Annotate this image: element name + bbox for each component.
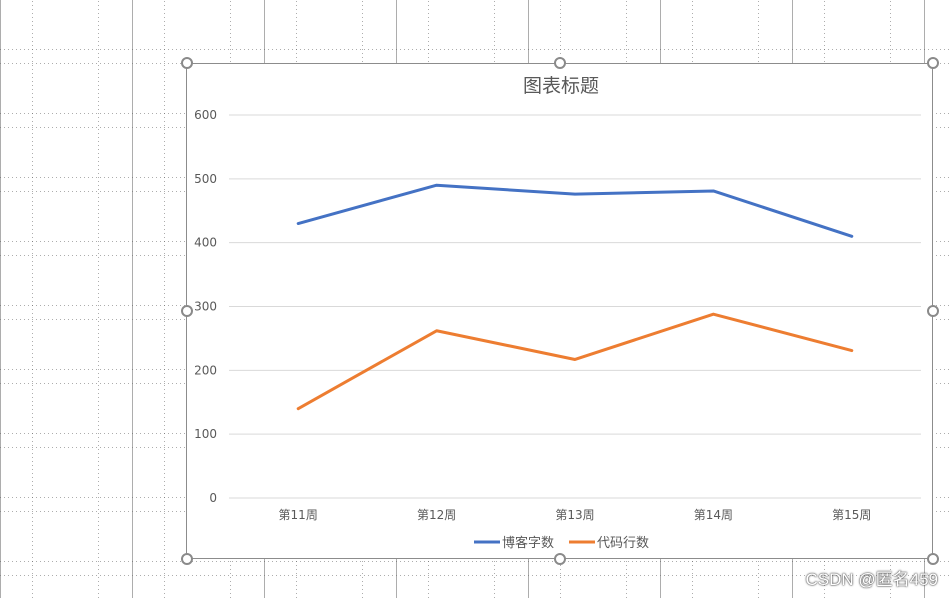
x-tick-label: 第15周 xyxy=(832,508,871,522)
resize-handle-bottom[interactable] xyxy=(554,553,566,565)
chart-title: 图表标题 xyxy=(523,75,599,97)
watermark: CSDN @匿名459 xyxy=(805,570,938,589)
x-tick-label: 第12周 xyxy=(417,508,456,522)
y-tick-label: 600 xyxy=(194,108,217,122)
resize-handle-top-left[interactable] xyxy=(181,57,193,69)
y-tick-label: 200 xyxy=(194,363,217,377)
x-tick-label: 第13周 xyxy=(555,508,594,522)
x-axis-tick-labels: 第11周 第12周 第13周 第14周 第15周 xyxy=(279,508,872,522)
resize-handle-bottom-right[interactable] xyxy=(927,553,939,565)
chart-series xyxy=(296,183,854,411)
y-tick-label: 500 xyxy=(194,172,217,186)
y-tick-label: 100 xyxy=(194,427,217,441)
y-tick-label: 300 xyxy=(194,300,217,314)
resize-handle-bottom-left[interactable] xyxy=(181,553,193,565)
legend-label: 代码行数 xyxy=(597,536,649,551)
resize-handle-right[interactable] xyxy=(927,305,939,317)
x-tick-label: 第11周 xyxy=(279,508,318,522)
legend-label: 博客字数 xyxy=(502,535,554,551)
series-line[interactable] xyxy=(296,183,854,238)
resize-handle-top-right[interactable] xyxy=(927,57,939,69)
y-tick-label: 400 xyxy=(194,236,217,250)
line-chart: 图表标题 0 100 200 300 400 500 600 第11周 第12周 第13周 第14… xyxy=(194,75,921,551)
y-axis-tick-labels: 0 100 200 300 400 500 600 xyxy=(194,108,217,505)
chart-legend[interactable]: 博客字数 代码行数 xyxy=(474,535,649,551)
resize-handle-top[interactable] xyxy=(554,57,566,69)
chart-gridlines xyxy=(229,114,921,499)
x-tick-label: 第14周 xyxy=(694,508,733,522)
y-tick-label: 0 xyxy=(209,491,217,505)
series-line[interactable] xyxy=(296,312,854,411)
resize-handle-left[interactable] xyxy=(181,305,193,317)
chart-object[interactable]: 图表标题 0 100 200 300 400 500 600 第11周 第12周 第13周 第14… xyxy=(186,63,933,559)
